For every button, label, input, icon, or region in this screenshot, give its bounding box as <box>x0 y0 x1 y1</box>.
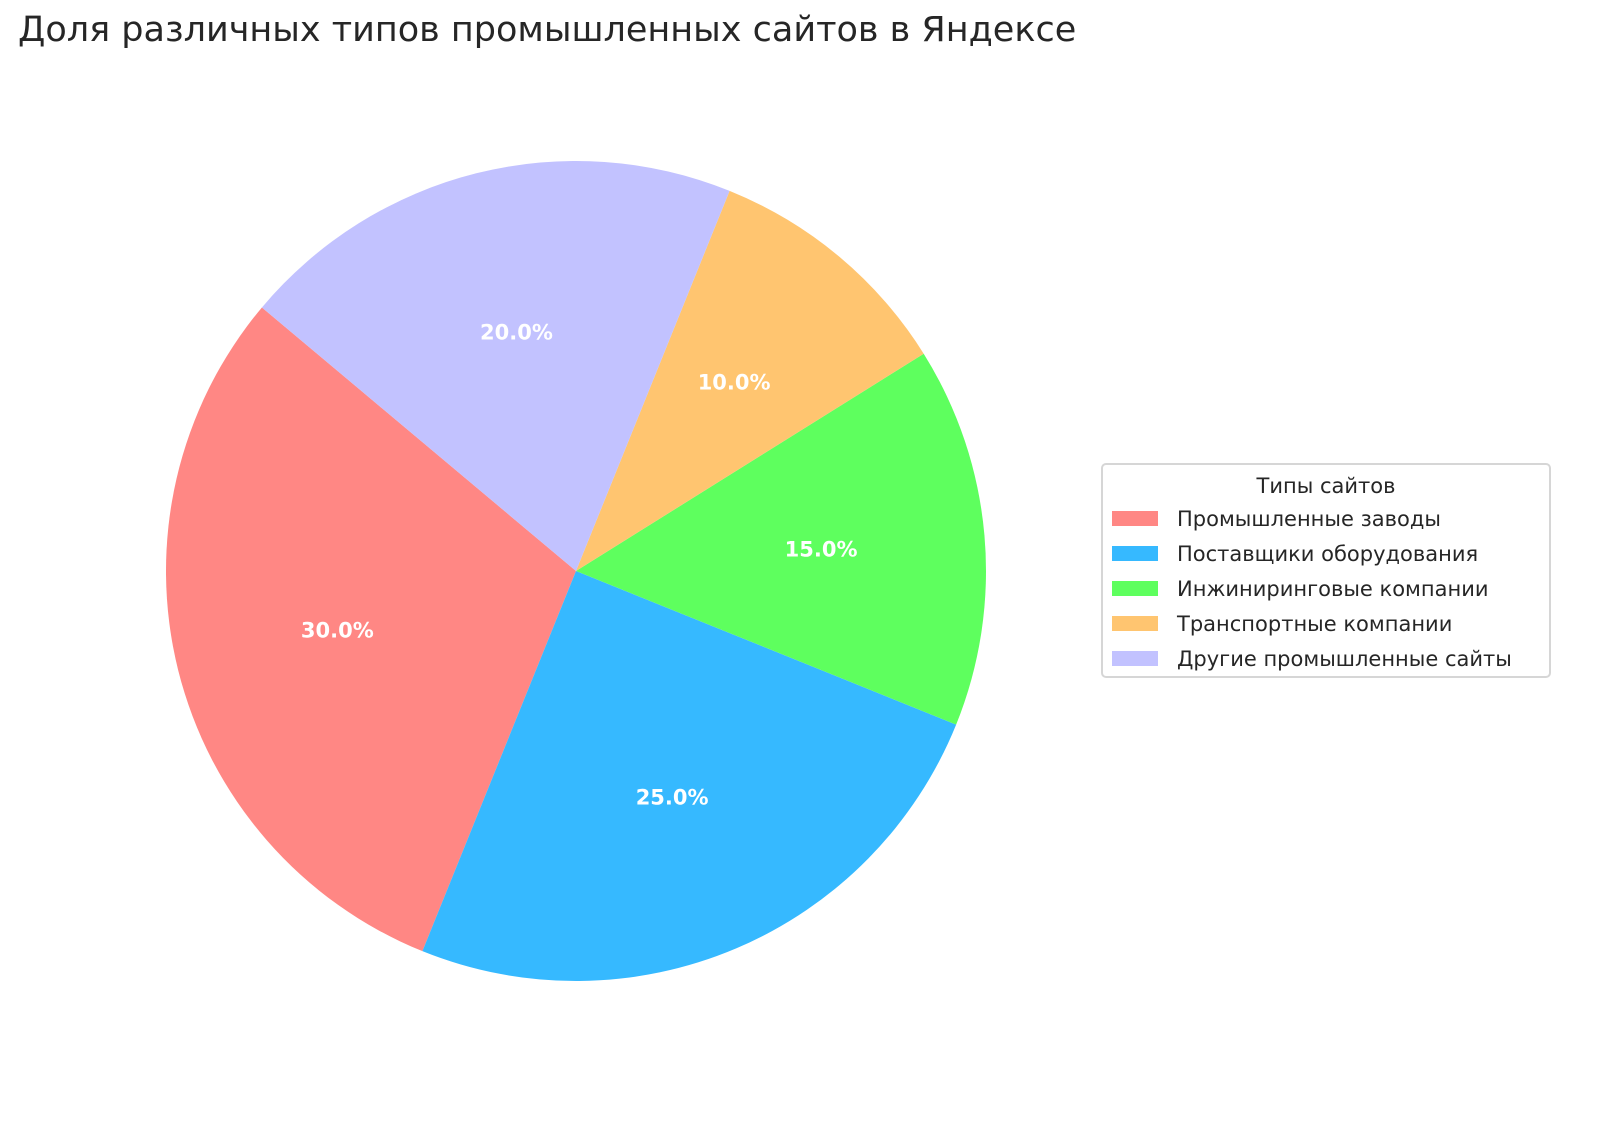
data-label-3: 15.0% <box>785 538 858 562</box>
chart-title: Доля различных типов промышленных сайтов… <box>18 10 1077 50</box>
pie-slice-5 <box>261 161 730 572</box>
legend-item: Поставщики оборудования <box>1103 536 1549 571</box>
legend: Типы сайтов Промышленные заводы Поставщик… <box>1101 463 1551 678</box>
data-label-4: 10.0% <box>698 371 771 395</box>
data-label-1: 30.0% <box>301 619 374 643</box>
legend-title: Типы сайтов <box>1256 474 1396 498</box>
legend-item: Транспортные компании <box>1103 606 1549 641</box>
legend-item: Другие промышленные сайты <box>1103 641 1549 676</box>
legend-label: Другие промышленные сайты <box>1177 646 1512 671</box>
pie-slice-1 <box>165 307 577 952</box>
legend-item: Промышленные заводы <box>1103 501 1549 536</box>
legend-label: Инжиниринговые компании <box>1177 576 1489 601</box>
legend-label: Поставщики оборудования <box>1177 541 1479 566</box>
data-label-5: 20.0% <box>480 320 553 344</box>
legend-item: Инжиниринговые компании <box>1103 571 1549 606</box>
pie-slice-4 <box>576 190 924 571</box>
legend-swatch <box>1112 511 1158 526</box>
pie-slice-3 <box>576 353 986 725</box>
legend-swatch <box>1112 616 1158 631</box>
legend-swatch <box>1112 651 1158 666</box>
pie-slice-2 <box>422 571 957 981</box>
legend-label: Промышленные заводы <box>1177 506 1441 531</box>
legend-swatch <box>1112 546 1158 561</box>
legend-label: Транспортные компании <box>1177 611 1453 636</box>
data-label-2: 25.0% <box>636 785 709 809</box>
legend-swatch <box>1112 581 1158 596</box>
